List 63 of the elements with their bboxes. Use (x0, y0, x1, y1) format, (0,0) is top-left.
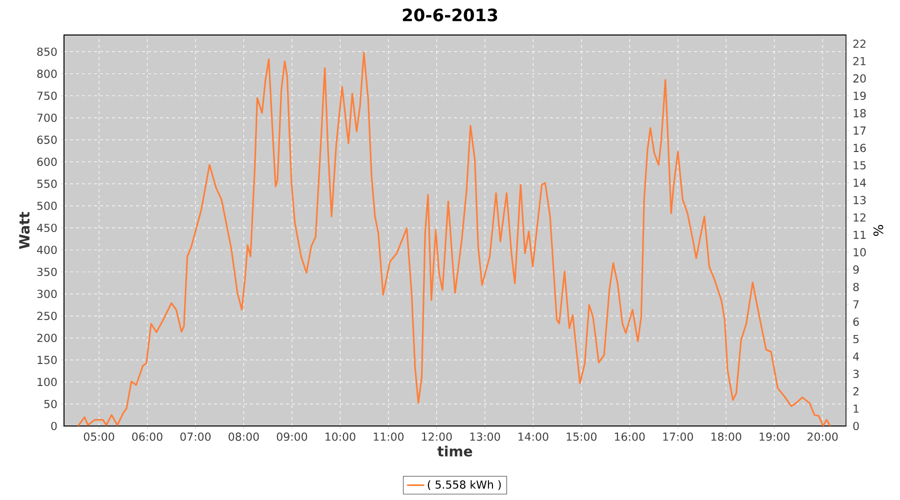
y-tick-label: 600 (37, 158, 57, 166)
y2-tick-label: 9 (853, 265, 859, 274)
y2-tick-label: 3 (853, 370, 859, 378)
x-tick-label: 09:00 (276, 432, 308, 441)
x-tick-label: 06:00 (132, 432, 162, 441)
y-tick-label: 150 (38, 356, 57, 364)
y-tick-label: 350 (37, 268, 57, 276)
y2-tick-label: 12 (854, 213, 866, 222)
y-tick-label: 400 (37, 246, 57, 254)
y-axis-title: Watt (19, 212, 30, 249)
y-tick-label: 750 (37, 92, 57, 100)
y2-tick-label: 13 (854, 196, 866, 204)
y-tick-label: 800 (37, 70, 57, 78)
y-tick-label: 650 (37, 136, 57, 144)
y2-tick-label: 17 (854, 126, 866, 135)
y-tick-label: 700 (37, 114, 57, 122)
y2-tick-label: 11 (854, 230, 866, 239)
y-tick-label: 850 (37, 48, 57, 56)
x-tick-label: 14:00 (518, 432, 548, 441)
x-tick-label: 18:00 (711, 432, 742, 441)
x-tick-label: 20:00 (808, 432, 838, 441)
x-axis-title: time (437, 446, 472, 457)
x-tick-label: 11:00 (374, 432, 404, 441)
y2-tick-label: 0 (853, 422, 859, 430)
x-tick-label: 07:00 (180, 432, 211, 441)
y-tick-label: 0 (51, 422, 57, 430)
y2-tick-label: 5 (853, 335, 859, 344)
y2-tick-label: 1 (854, 404, 859, 413)
y2-axis-title: % (873, 225, 884, 236)
y2-tick-label: 2 (853, 387, 858, 396)
y2-tick-label: 10 (854, 248, 866, 256)
y-tick-label: 50 (44, 400, 57, 408)
x-tick-label: 05:00 (84, 432, 114, 441)
y2-tick-label: 18 (854, 109, 866, 118)
x-tick-label: 15:00 (566, 432, 597, 441)
legend-label: ( 5.558 kWh ) (428, 480, 501, 490)
x-tick-label: 16:00 (615, 432, 645, 441)
chart-title: 20-6-2013 (402, 8, 498, 22)
y-tick-label: 450 (37, 224, 57, 232)
y2-tick-label: 14 (854, 178, 866, 187)
y-tick-label: 200 (37, 334, 57, 342)
y2-tick-label: 19 (854, 92, 866, 100)
y2-tick-label: 21 (853, 56, 866, 66)
y2-tick-label: 4 (853, 352, 859, 360)
x-tick-label: 08:00 (228, 432, 259, 441)
x-tick-label: 10:00 (326, 432, 356, 441)
y-tick-label: 250 (37, 312, 57, 320)
x-tick-label: 19:00 (760, 432, 790, 441)
y-tick-label: 300 (37, 290, 57, 298)
y-tick-label: 550 (37, 180, 57, 188)
y2-tick-label: 20 (853, 74, 866, 83)
x-tick-label: 13:00 (470, 432, 500, 441)
y2-tick-label: 7 (853, 300, 859, 308)
y2-tick-label: 6 (853, 318, 859, 326)
y2-tick-label: 15 (854, 161, 866, 170)
y-tick-label: 100 (38, 378, 57, 386)
y-tick-label: 500 (37, 202, 57, 210)
x-tick-label: 17:00 (663, 432, 693, 441)
x-tick-label: 12:00 (422, 432, 452, 441)
y2-tick-label: 8 (853, 282, 859, 292)
line-series (77, 52, 832, 426)
y2-tick-label: 22 (853, 40, 866, 48)
y2-tick-label: 16 (854, 144, 866, 152)
